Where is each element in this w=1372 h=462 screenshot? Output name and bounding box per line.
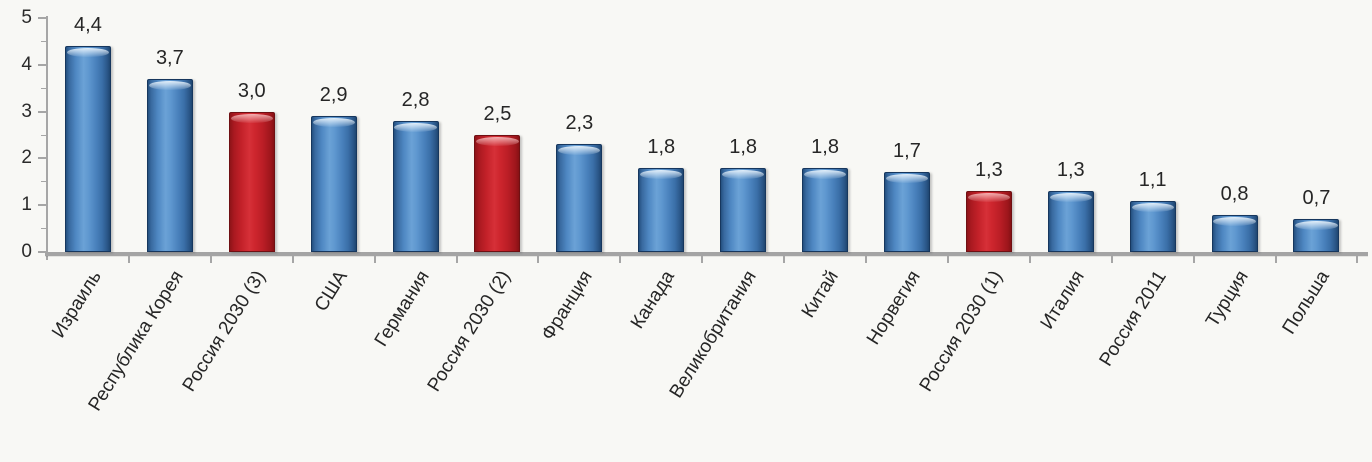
value-label: 1,1 <box>1138 169 1167 191</box>
bar <box>556 144 603 252</box>
bar <box>965 191 1012 252</box>
y-minor-tick <box>41 87 46 89</box>
value-label: 0,8 <box>1220 183 1249 205</box>
bar <box>392 121 439 252</box>
y-major-tick <box>38 157 46 160</box>
y-minor-tick <box>41 134 46 136</box>
x-axis-tick <box>619 256 622 263</box>
bar <box>1047 191 1094 252</box>
bar <box>310 116 357 252</box>
y-tick-label: 0 <box>21 241 32 262</box>
value-label: 2,8 <box>401 89 430 111</box>
bar <box>1293 219 1340 252</box>
y-major-tick <box>38 63 46 66</box>
bar <box>1129 201 1176 252</box>
x-axis-tick <box>701 256 704 263</box>
x-axis-tick <box>1192 256 1195 263</box>
value-label: 2,5 <box>483 103 512 125</box>
value-label: 1,3 <box>974 159 1003 181</box>
value-label: 3,7 <box>155 47 184 69</box>
value-label: 2,3 <box>565 112 594 134</box>
x-axis-tick <box>865 256 867 263</box>
bar <box>802 168 849 252</box>
x-axis-tick <box>1274 256 1277 263</box>
value-label: 1,8 <box>647 136 676 158</box>
x-axis-tick <box>291 256 294 263</box>
y-tick-label: 5 <box>21 7 32 28</box>
x-axis-tick <box>127 256 130 263</box>
x-axis-tick <box>1356 256 1359 263</box>
x-axis-tick <box>946 256 949 263</box>
x-axis <box>45 252 1368 256</box>
bar <box>64 46 111 252</box>
y-tick-label: 4 <box>21 53 32 75</box>
y-major-tick <box>38 204 46 207</box>
value-label: 2,9 <box>319 84 348 106</box>
x-axis-tick <box>1028 256 1031 263</box>
value-label: 3,0 <box>237 80 266 102</box>
x-axis-tick <box>783 256 786 263</box>
value-label: 1,3 <box>1056 159 1085 181</box>
bar <box>228 112 275 252</box>
value-label: 0,7 <box>1302 187 1331 209</box>
bar <box>638 168 685 252</box>
y-minor-tick <box>41 40 46 42</box>
y-axis <box>46 16 48 260</box>
y-major-tick <box>38 110 46 113</box>
value-label: 4,4 <box>74 14 102 36</box>
bar <box>146 79 193 252</box>
y-tick-label: 3 <box>21 100 32 122</box>
bar <box>720 168 767 252</box>
y-minor-tick <box>41 228 46 230</box>
x-axis-tick <box>537 256 540 263</box>
y-tick-label: 2 <box>21 147 32 169</box>
value-label: 1,8 <box>729 136 758 158</box>
value-label: 1,7 <box>893 140 921 162</box>
value-label: 1,8 <box>811 136 839 158</box>
y-tick-label: 1 <box>21 194 32 216</box>
bar <box>474 135 521 252</box>
y-major-tick <box>38 17 46 19</box>
y-major-tick <box>38 251 46 253</box>
x-axis-tick <box>373 256 376 263</box>
x-axis-tick <box>209 256 212 263</box>
x-axis-tick <box>1110 256 1113 263</box>
y-minor-tick <box>41 181 46 183</box>
bar <box>1211 215 1258 252</box>
bar <box>883 172 930 252</box>
x-axis-tick <box>455 256 458 263</box>
